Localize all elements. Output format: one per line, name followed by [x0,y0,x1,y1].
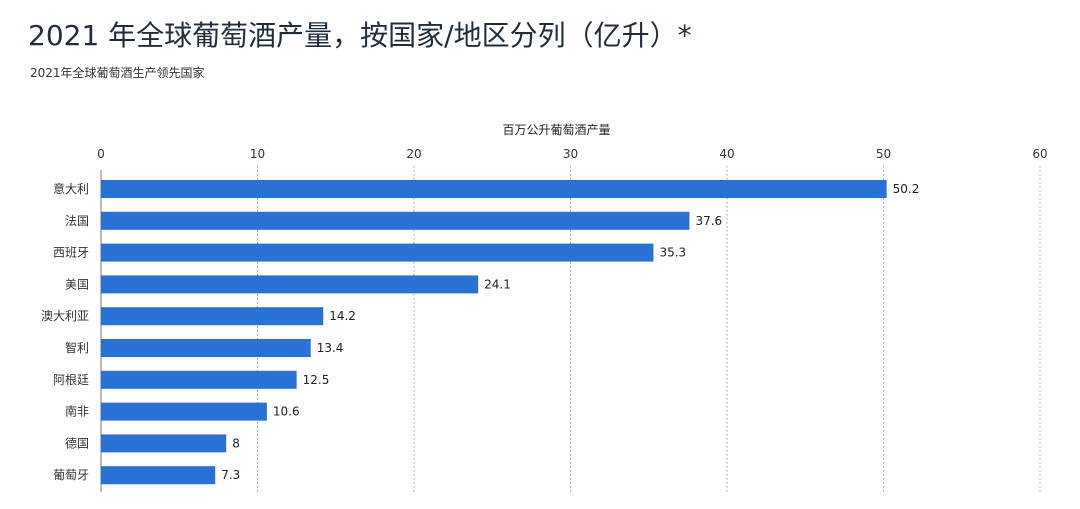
value-label: 37.6 [695,214,722,228]
chart-subtitle: 2021年全球葡萄酒生产领先国家 [30,66,205,80]
x-axis-title: 百万公升葡萄酒产量 [502,123,610,137]
bar [101,307,324,326]
bar [101,180,887,198]
category-label: 葡萄牙 [53,468,89,482]
bar [101,243,654,262]
bar [101,370,297,389]
category-label: 西班牙 [53,246,89,260]
category-label: 德国 [65,435,89,450]
value-label: 24.1 [484,277,511,291]
value-label: 8 [232,436,240,450]
x-tick-label: 40 [719,147,734,161]
category-label: 智利 [65,340,89,355]
x-tick-label: 0 [97,147,105,161]
category-label: 意大利 [53,181,89,196]
category-label: 法国 [65,214,89,228]
x-tick-label: 10 [250,147,265,161]
x-tick-label: 60 [1032,147,1047,161]
bar [101,339,311,357]
value-label: 7.3 [221,468,240,482]
value-label: 10.6 [273,405,300,419]
bar [101,402,267,421]
value-label: 50.2 [893,182,920,196]
category-label: 美国 [65,277,89,291]
value-label: 13.4 [317,341,344,355]
bar [101,434,227,453]
bar [101,275,479,294]
category-label: 阿根廷 [53,373,89,387]
value-label: 14.2 [329,309,356,323]
category-label: 南非 [65,404,89,419]
x-tick-label: 50 [876,147,891,161]
bar [101,211,690,230]
x-tick-label: 20 [406,147,421,161]
value-label: 35.3 [659,246,686,260]
category-label: 澳大利亚 [41,309,89,323]
chart-title: 2021 年全球葡萄酒产量，按国家/地区分列（亿升）* [28,19,692,52]
bar [101,466,216,485]
value-label: 12.5 [303,373,330,387]
x-tick-label: 30 [563,147,578,161]
